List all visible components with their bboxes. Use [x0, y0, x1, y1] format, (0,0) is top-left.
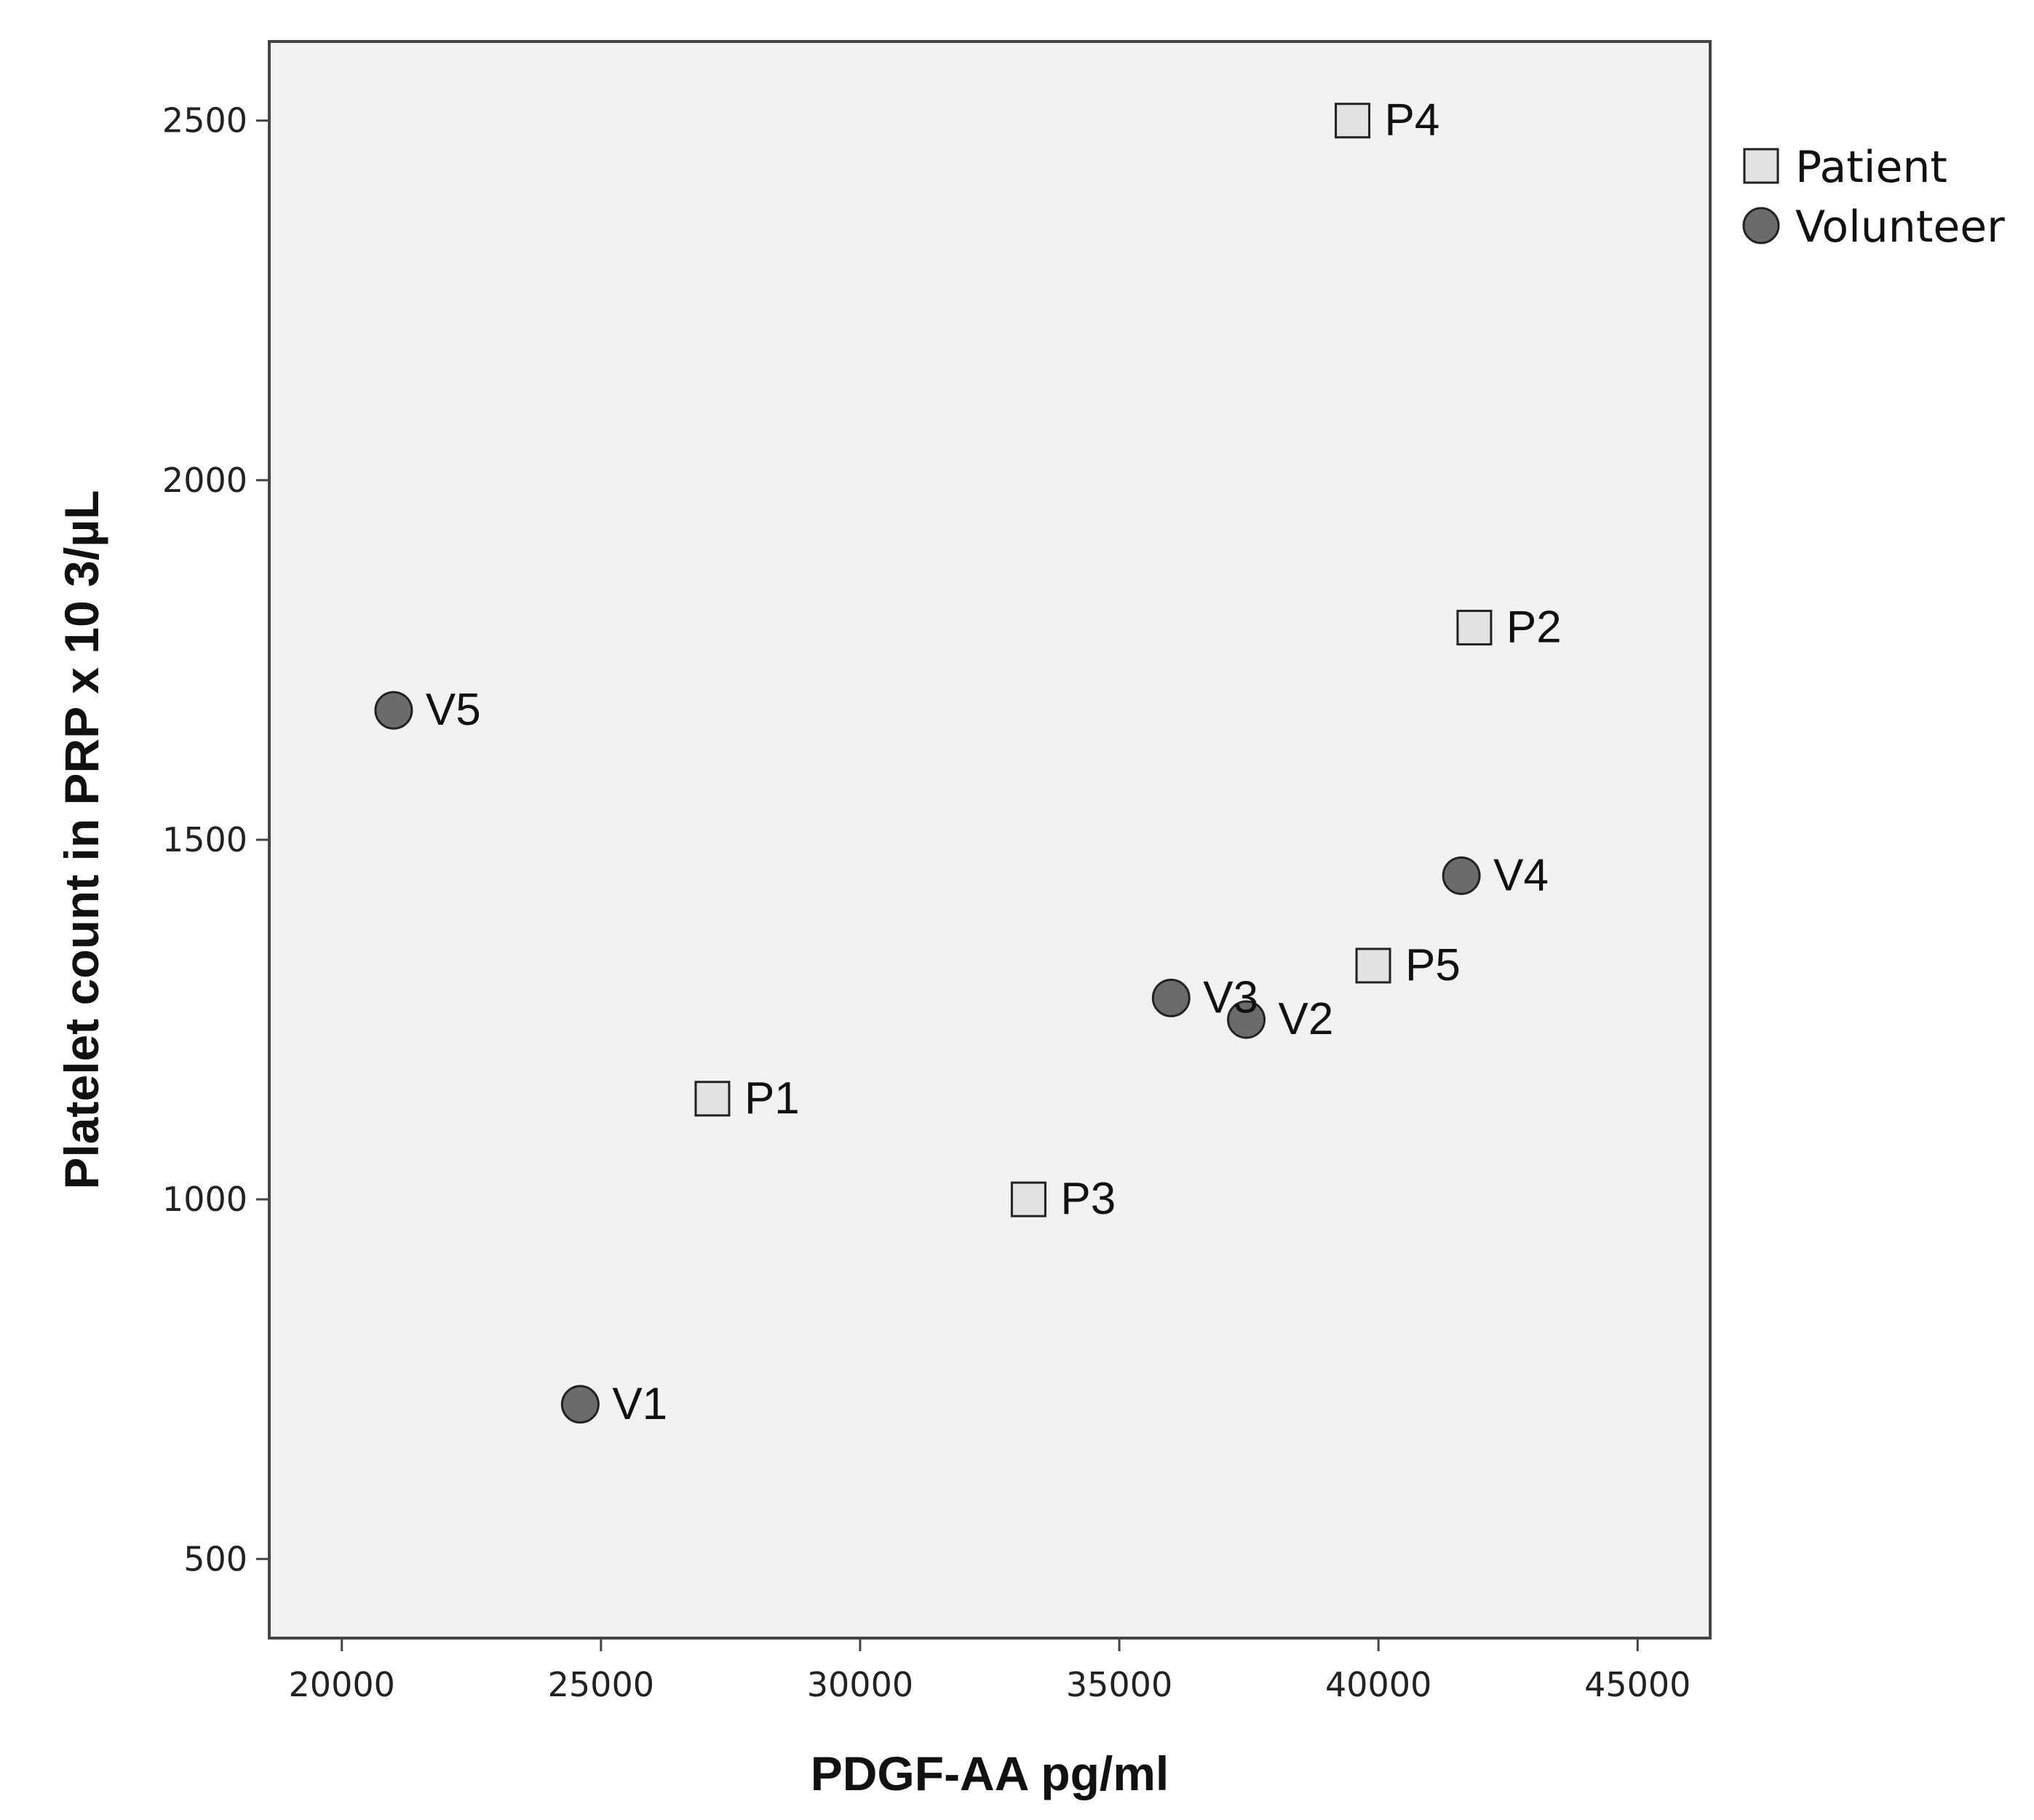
- x-tick-label: 35000: [1066, 1665, 1172, 1704]
- point-label: P3: [1060, 1174, 1116, 1224]
- x-tick-label: 25000: [548, 1665, 654, 1704]
- point-label: V3: [1203, 972, 1258, 1022]
- data-points: P1 P2 P3 P4 P5 V1 V2 V3 V4 V5: [374, 95, 1562, 1429]
- volunteer-point-marker: [1227, 1000, 1266, 1039]
- patient-point-marker: [1010, 1181, 1046, 1217]
- legend-circle-marker: [1742, 207, 1780, 245]
- patient-point-marker: [694, 1081, 731, 1117]
- point-label: P1: [744, 1073, 800, 1124]
- y-axis-title: Platelet count in PRP x 10 3/µL: [55, 490, 108, 1189]
- point-label: V2: [1279, 994, 1334, 1044]
- patient-point-marker: [1456, 609, 1493, 645]
- legend-label: Volunteer: [1795, 202, 2005, 253]
- patient-point-marker: [1355, 947, 1391, 984]
- x-tick-label: 40000: [1325, 1665, 1431, 1704]
- x-axis-ticks: 20000 25000 30000 35000 40000 45000: [289, 1638, 1691, 1704]
- point-label: P4: [1385, 95, 1440, 146]
- point-label: V1: [612, 1379, 667, 1429]
- volunteer-point-marker: [560, 1385, 600, 1424]
- x-tick-label: 30000: [807, 1665, 913, 1704]
- legend-square-marker: [1743, 148, 1779, 184]
- y-tick-label: 1000: [162, 1180, 247, 1219]
- x-tick-label: 45000: [1584, 1665, 1691, 1704]
- y-tick-label: 2500: [162, 101, 247, 140]
- volunteer-point-marker: [1442, 856, 1481, 895]
- y-tick-label: 1500: [162, 820, 247, 859]
- y-tick-label: 500: [183, 1539, 247, 1578]
- point-label: P2: [1506, 602, 1562, 652]
- legend: Patient Volunteer: [1742, 142, 2005, 253]
- y-axis-ticks: 500 1000 1500 2000 2500: [162, 101, 269, 1578]
- point-label: V4: [1493, 850, 1549, 900]
- volunteer-point-marker: [1151, 978, 1191, 1017]
- x-axis-title: PDGF-AA pg/ml: [811, 1747, 1169, 1800]
- volunteer-point-marker: [374, 691, 413, 730]
- x-tick-label: 20000: [289, 1665, 395, 1704]
- point-label: P5: [1405, 940, 1461, 990]
- point-label: V5: [426, 685, 481, 735]
- plot-area: [268, 40, 1712, 1640]
- legend-label: Patient: [1795, 142, 1947, 193]
- patient-point-marker: [1335, 103, 1371, 139]
- y-tick-label: 2000: [162, 461, 247, 500]
